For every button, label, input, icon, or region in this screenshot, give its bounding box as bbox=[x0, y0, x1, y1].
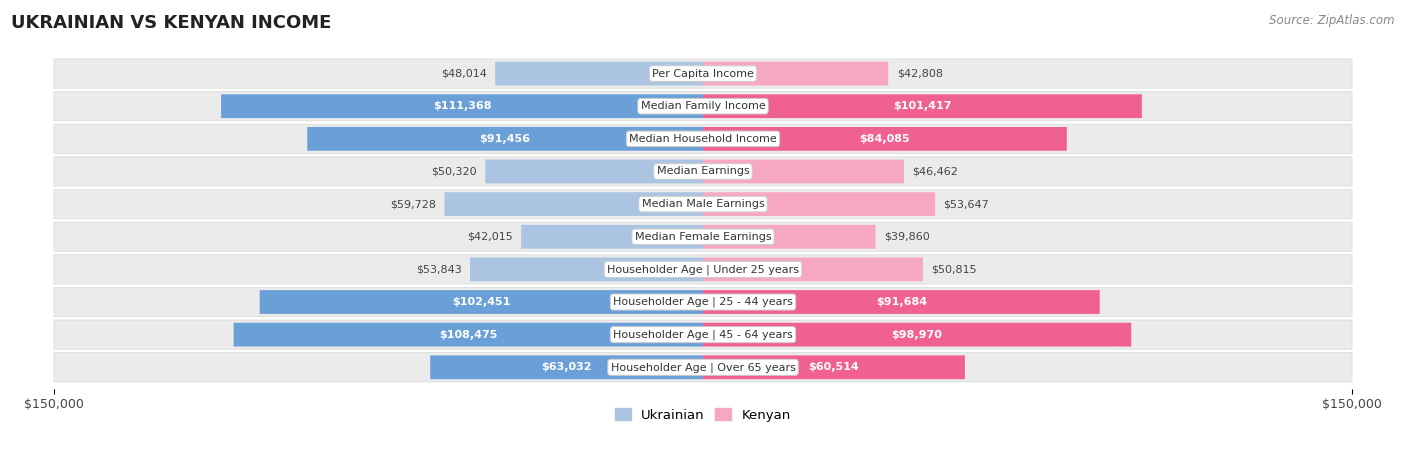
Text: $42,808: $42,808 bbox=[897, 69, 942, 78]
Text: $59,728: $59,728 bbox=[389, 199, 436, 209]
FancyBboxPatch shape bbox=[470, 257, 703, 281]
FancyBboxPatch shape bbox=[53, 157, 1353, 186]
Text: $53,647: $53,647 bbox=[943, 199, 990, 209]
Text: $101,417: $101,417 bbox=[893, 101, 952, 111]
FancyBboxPatch shape bbox=[233, 323, 703, 347]
FancyBboxPatch shape bbox=[53, 222, 1353, 251]
Text: Median Female Earnings: Median Female Earnings bbox=[634, 232, 772, 242]
FancyBboxPatch shape bbox=[703, 62, 889, 85]
Text: $63,032: $63,032 bbox=[541, 362, 592, 372]
FancyBboxPatch shape bbox=[53, 287, 1353, 317]
Text: Median Family Income: Median Family Income bbox=[641, 101, 765, 111]
FancyBboxPatch shape bbox=[53, 92, 1353, 121]
FancyBboxPatch shape bbox=[522, 225, 703, 248]
FancyBboxPatch shape bbox=[703, 192, 935, 216]
Text: $50,815: $50,815 bbox=[931, 264, 977, 275]
Text: $48,014: $48,014 bbox=[441, 69, 486, 78]
Text: $102,451: $102,451 bbox=[453, 297, 510, 307]
Text: UKRAINIAN VS KENYAN INCOME: UKRAINIAN VS KENYAN INCOME bbox=[11, 14, 332, 32]
FancyBboxPatch shape bbox=[703, 225, 876, 248]
FancyBboxPatch shape bbox=[703, 94, 1142, 118]
Text: Source: ZipAtlas.com: Source: ZipAtlas.com bbox=[1270, 14, 1395, 27]
Text: Per Capita Income: Per Capita Income bbox=[652, 69, 754, 78]
Text: Median Male Earnings: Median Male Earnings bbox=[641, 199, 765, 209]
Text: $46,462: $46,462 bbox=[912, 166, 959, 177]
Text: $53,843: $53,843 bbox=[416, 264, 461, 275]
Text: $42,015: $42,015 bbox=[467, 232, 513, 242]
Text: $91,456: $91,456 bbox=[479, 134, 530, 144]
Text: $108,475: $108,475 bbox=[439, 330, 498, 340]
FancyBboxPatch shape bbox=[308, 127, 703, 151]
FancyBboxPatch shape bbox=[703, 160, 904, 184]
FancyBboxPatch shape bbox=[495, 62, 703, 85]
Legend: Ukrainian, Kenyan: Ukrainian, Kenyan bbox=[612, 404, 794, 425]
Text: Median Household Income: Median Household Income bbox=[628, 134, 778, 144]
FancyBboxPatch shape bbox=[53, 124, 1353, 154]
FancyBboxPatch shape bbox=[260, 290, 703, 314]
Text: $39,860: $39,860 bbox=[884, 232, 929, 242]
FancyBboxPatch shape bbox=[485, 160, 703, 184]
Text: $91,684: $91,684 bbox=[876, 297, 927, 307]
Text: $50,320: $50,320 bbox=[432, 166, 477, 177]
FancyBboxPatch shape bbox=[703, 323, 1132, 347]
FancyBboxPatch shape bbox=[703, 257, 922, 281]
Text: Householder Age | Under 25 years: Householder Age | Under 25 years bbox=[607, 264, 799, 275]
Text: Householder Age | Over 65 years: Householder Age | Over 65 years bbox=[610, 362, 796, 373]
Text: $98,970: $98,970 bbox=[891, 330, 942, 340]
FancyBboxPatch shape bbox=[444, 192, 703, 216]
FancyBboxPatch shape bbox=[53, 190, 1353, 219]
Text: Householder Age | 45 - 64 years: Householder Age | 45 - 64 years bbox=[613, 329, 793, 340]
Text: $111,368: $111,368 bbox=[433, 101, 491, 111]
FancyBboxPatch shape bbox=[703, 127, 1067, 151]
FancyBboxPatch shape bbox=[221, 94, 703, 118]
FancyBboxPatch shape bbox=[703, 290, 1099, 314]
FancyBboxPatch shape bbox=[53, 59, 1353, 88]
FancyBboxPatch shape bbox=[53, 353, 1353, 382]
FancyBboxPatch shape bbox=[53, 320, 1353, 349]
FancyBboxPatch shape bbox=[703, 355, 965, 379]
FancyBboxPatch shape bbox=[430, 355, 703, 379]
Text: Median Earnings: Median Earnings bbox=[657, 166, 749, 177]
Text: $84,085: $84,085 bbox=[859, 134, 910, 144]
Text: Householder Age | 25 - 44 years: Householder Age | 25 - 44 years bbox=[613, 297, 793, 307]
FancyBboxPatch shape bbox=[53, 255, 1353, 284]
Text: $60,514: $60,514 bbox=[808, 362, 859, 372]
